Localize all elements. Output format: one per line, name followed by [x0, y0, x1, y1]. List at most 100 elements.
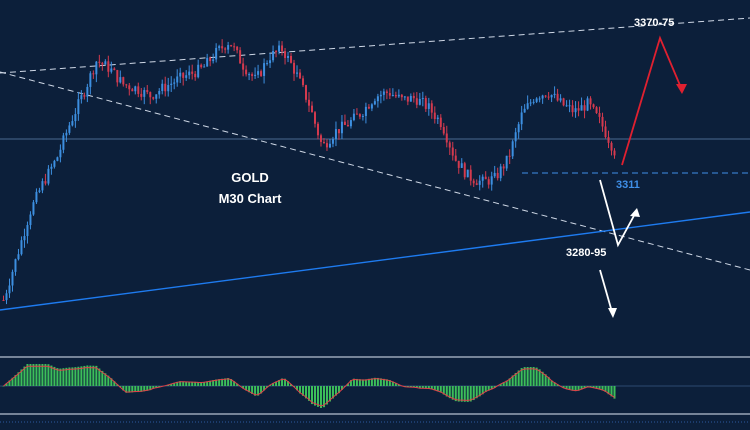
oscillator-bar [32, 364, 35, 386]
oscillator-bar [305, 386, 308, 399]
oscillator-bar [290, 384, 293, 386]
candle-body [430, 103, 433, 113]
candle-body [23, 236, 26, 241]
candle-body [343, 121, 346, 125]
candle-body [143, 90, 146, 97]
oscillator-bar [316, 386, 319, 407]
oscillator-bar [44, 364, 47, 386]
candle-body [433, 112, 436, 120]
oscillator-bar [310, 386, 313, 405]
candle-body [158, 91, 161, 95]
oscillator-bar [41, 364, 44, 386]
oscillator-bar [128, 386, 131, 393]
oscillator-bar [74, 367, 77, 386]
candle-body [182, 72, 185, 78]
candle-body [20, 240, 23, 255]
oscillator-bar [188, 381, 191, 386]
oscillator-bar [68, 367, 71, 386]
oscillator-bar [170, 383, 173, 386]
candle-body [293, 62, 296, 74]
candle-body [101, 62, 104, 65]
candle-body [352, 113, 355, 121]
candle-body [406, 96, 409, 102]
candle-body [26, 225, 29, 237]
candle-body [134, 86, 137, 92]
oscillator-bar [155, 386, 158, 388]
oscillator-bar [421, 386, 424, 389]
oscillator-bar [607, 386, 610, 395]
oscillator-bar [427, 386, 430, 389]
oscillator-bar [484, 386, 487, 393]
oscillator-bar [230, 379, 233, 386]
candle-body [322, 141, 325, 144]
oscillator-bar [409, 386, 412, 388]
candle-body [586, 98, 589, 111]
candle-body [251, 74, 254, 76]
oscillator-bar [553, 382, 556, 386]
candle-body [571, 105, 574, 113]
candle-body [601, 116, 604, 127]
oscillator-bar [373, 377, 376, 386]
candle-body [41, 181, 44, 191]
candle-body [427, 103, 430, 109]
oscillator-bar [352, 378, 355, 386]
target-low-label: 3280-95 [566, 247, 606, 259]
candle-body [5, 293, 8, 301]
candlestick-series [2, 39, 616, 305]
oscillator-bar [236, 383, 239, 386]
candle-body [212, 59, 215, 62]
oscillator-bar [308, 386, 310, 401]
candle-body [604, 126, 607, 138]
candle-body [364, 106, 367, 116]
candle-body [436, 117, 439, 120]
oscillator-bar [131, 386, 134, 393]
oscillator-bar [541, 371, 544, 386]
candle-body [83, 95, 86, 97]
candle-body [400, 94, 403, 98]
oscillator-bar [227, 378, 230, 386]
candle-body [424, 98, 427, 109]
oscillator-bar [337, 386, 340, 394]
oscillator-bar [176, 381, 179, 386]
candle-body [128, 85, 131, 90]
oscillator-bar [370, 378, 373, 386]
candle-body [254, 74, 257, 76]
oscillator-bar [385, 379, 388, 386]
oscillator-bar [394, 382, 397, 386]
oscillator-bar [212, 380, 215, 386]
candle-body [122, 77, 125, 85]
oscillator-bar [568, 386, 571, 390]
oscillator-bar [26, 364, 29, 386]
candle-body [188, 71, 191, 76]
candle-body [460, 163, 463, 168]
oscillator-bar [493, 386, 496, 388]
oscillator-bar [382, 378, 385, 386]
oscillator-bar [460, 386, 463, 402]
oscillator-bar [215, 379, 218, 386]
ascending-trendline [0, 211, 750, 311]
candle-body [50, 166, 53, 169]
oscillator-histogram [2, 364, 616, 408]
oscillator-bar [457, 386, 460, 402]
candle-body [361, 115, 364, 117]
oscillator-bar [469, 386, 472, 402]
oscillator-bar [110, 378, 113, 386]
candle-body [257, 71, 260, 75]
white-down-arrow [599, 269, 613, 313]
oscillator-bar [505, 380, 508, 386]
white-arrow-head-down-icon [608, 308, 617, 318]
upper-channel-line [0, 17, 750, 74]
candle-body [47, 168, 50, 184]
candle-body [412, 95, 415, 99]
candle-body [508, 155, 511, 157]
candle-body [532, 101, 535, 103]
candle-body [137, 86, 140, 94]
candle-body [176, 76, 179, 83]
candle-body [77, 99, 80, 115]
oscillator-bar [56, 368, 59, 386]
candle-body [610, 142, 613, 151]
oscillator-bar [233, 381, 236, 386]
oscillator-bar [574, 386, 577, 392]
candle-body [502, 166, 505, 169]
candle-body [146, 90, 149, 93]
